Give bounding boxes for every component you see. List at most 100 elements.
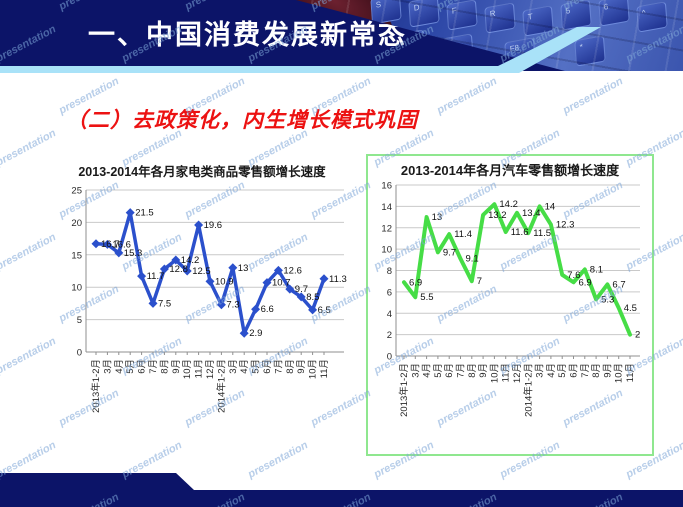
data-point-label: 5.5: [420, 292, 433, 303]
data-point-label: 2.9: [249, 328, 262, 339]
x-tick-label: 3月: [410, 363, 421, 378]
y-tick-label: 12: [381, 223, 392, 234]
data-point-marker: [319, 274, 329, 284]
x-tick-label: 8月: [467, 363, 478, 378]
x-tick-label: 10月: [308, 359, 319, 379]
data-point-label: 12.8: [169, 264, 188, 275]
footer-band: [0, 473, 683, 507]
watermark-text: presentation: [435, 75, 499, 117]
x-tick-label: 6月: [569, 363, 580, 378]
keyboard-key: T: [522, 5, 554, 37]
data-point-label: 8.1: [590, 264, 603, 275]
data-point-label: 12.3: [556, 219, 575, 230]
data-point-marker: [308, 305, 318, 315]
keyboard-key: D: [408, 0, 440, 28]
data-point-label: 13.4: [522, 208, 541, 219]
x-tick-label: 6月: [444, 363, 455, 378]
data-point-label: 6.9: [409, 277, 422, 288]
data-point-label: 11.6: [511, 227, 529, 238]
keyboard-key: *: [574, 35, 606, 67]
data-point-marker: [159, 264, 169, 274]
left-chart: 2013-2014年各月家电类商品零售额增长速度 0 5 10 15 20 25 2013年…: [52, 160, 352, 460]
data-point-marker: [125, 208, 135, 218]
keyboard-key: ^: [636, 1, 668, 33]
x-tick-label: 7月: [456, 363, 467, 378]
keyboard-key: F: [446, 0, 478, 31]
data-point-marker: [216, 300, 226, 310]
x-tick-label: 5月: [557, 363, 568, 378]
data-point-marker: [102, 240, 112, 250]
data-point-label: 7.3: [226, 300, 239, 311]
x-tick-label: 4月: [546, 363, 557, 378]
data-point-label: 21.5: [135, 208, 154, 219]
keyboard-key: 5: [560, 0, 592, 31]
y-tick-label: 14: [381, 202, 392, 213]
data-point-marker: [182, 266, 192, 276]
data-point-label: 13.2: [488, 210, 507, 221]
x-tick-label: 3月: [102, 359, 113, 374]
x-tick-label: 10月: [489, 363, 500, 383]
data-point-marker: [194, 220, 204, 230]
x-tick-label: 4月: [114, 359, 125, 374]
x-tick-label: 3月: [535, 363, 546, 378]
data-point-label: 2: [635, 330, 640, 341]
data-point-label: 16.6: [112, 240, 130, 251]
data-point-label: 9.1: [466, 254, 479, 265]
data-point-label: 6.7: [612, 279, 625, 290]
x-tick-label: 11月: [501, 363, 512, 382]
keyboard-key: R: [484, 2, 516, 34]
x-tick-label: 5月: [433, 363, 444, 378]
data-point-marker: [239, 328, 249, 338]
data-point-label: 10.7: [272, 278, 291, 289]
x-tick-label: 11月: [625, 363, 636, 382]
data-point-marker: [285, 284, 295, 294]
data-point-label: 19.6: [204, 220, 223, 231]
data-point-marker: [137, 271, 147, 281]
data-point-marker: [273, 266, 283, 276]
watermark-text: presentation: [0, 231, 58, 273]
data-point-label: 11.5: [533, 228, 551, 239]
x-tick-label: 2013年1-2月: [398, 363, 410, 417]
x-tick-label: 9月: [296, 359, 307, 374]
data-point-label: 11.3: [329, 274, 347, 285]
data-point-label: 11.7: [147, 271, 165, 282]
data-point-label: 7: [477, 276, 482, 287]
y-tick-label: 0: [387, 351, 392, 362]
data-point-label: 10.9: [215, 277, 234, 288]
x-tick-label: 11月: [194, 359, 205, 378]
x-tick-label: 7月: [273, 359, 284, 374]
x-tick-label: 2014年1-2月: [522, 363, 534, 417]
y-tick-label: 0: [77, 348, 82, 359]
watermark-text: presentation: [0, 335, 58, 377]
y-tick-label: 4: [387, 309, 392, 320]
x-tick-label: 6月: [262, 359, 273, 374]
watermark-text: presentation: [0, 127, 58, 169]
y-tick-label: 15: [71, 251, 82, 262]
data-point-marker: [262, 278, 272, 288]
y-tick-label: 20: [71, 218, 82, 229]
x-tick-label: 5月: [251, 359, 262, 374]
data-point-label: 13: [238, 263, 249, 274]
data-point-label: 6.5: [318, 305, 331, 316]
x-tick-label: 4月: [422, 363, 433, 378]
y-tick-label: 6: [387, 287, 392, 298]
x-tick-label: 10月: [182, 359, 193, 379]
x-tick-label: 12月: [205, 359, 216, 379]
y-tick-label: 16: [381, 180, 392, 191]
data-point-label: 14.2: [181, 255, 200, 266]
data-point-label: 7.6: [567, 270, 580, 281]
x-tick-label: 12月: [512, 363, 523, 383]
left-chart-title: 2013-2014年各月家电类商品零售额增长速度: [78, 165, 326, 179]
y-tick-label: 25: [71, 186, 82, 197]
data-point-label: 5.3: [601, 294, 614, 305]
data-point-label: 4.5: [624, 303, 637, 314]
y-tick-label: 2: [387, 330, 392, 341]
x-tick-label: 8月: [591, 363, 602, 378]
y-tick-label: 10: [71, 283, 82, 294]
data-point-label: 16.7: [101, 239, 120, 250]
series-line: [402, 202, 632, 337]
